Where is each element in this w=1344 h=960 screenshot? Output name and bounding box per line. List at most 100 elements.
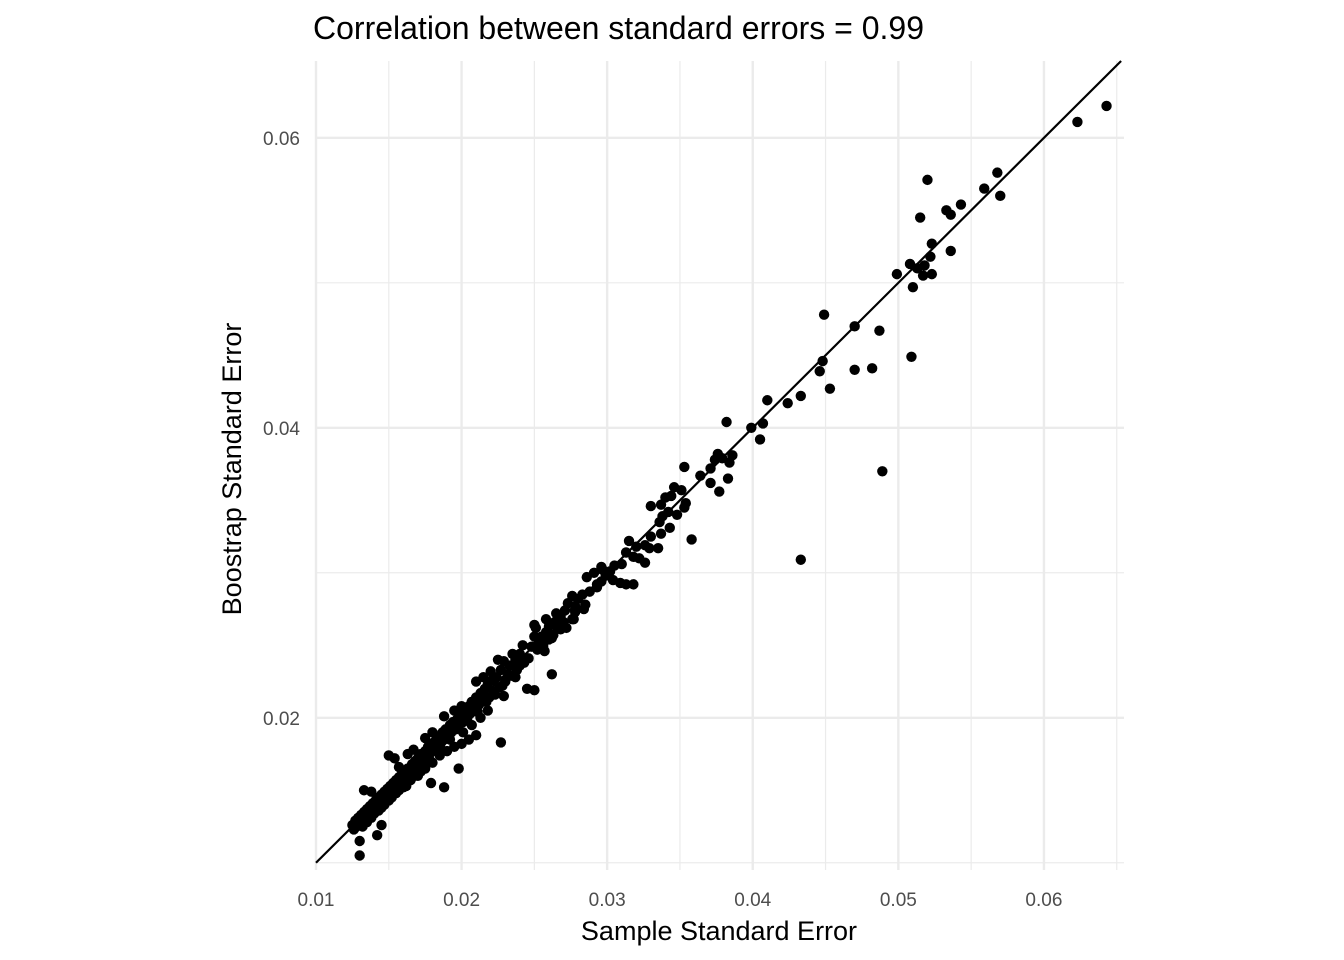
data-point	[578, 603, 590, 615]
data-point	[671, 509, 683, 520]
data-point	[492, 654, 504, 665]
data-point	[529, 685, 540, 696]
data-point	[393, 785, 405, 796]
x-tick-label: 0.03	[589, 890, 626, 911]
data-point	[709, 454, 721, 465]
data-point	[417, 760, 428, 771]
data-point	[655, 528, 667, 539]
data-point	[814, 366, 825, 377]
y-axis-title: Boostrap Standard Error	[217, 323, 247, 616]
data-point	[386, 792, 397, 803]
chart-title: Correlation between standard errors = 0.…	[313, 10, 924, 46]
data-point	[495, 737, 507, 748]
y-tick-label: 0.04	[263, 419, 300, 440]
data-point	[482, 705, 493, 716]
data-point	[453, 763, 464, 774]
data-point	[652, 542, 664, 554]
data-point	[498, 690, 510, 702]
data-point	[371, 830, 383, 841]
data-point	[481, 696, 492, 708]
data-point	[877, 466, 888, 477]
data-point	[433, 747, 444, 758]
data-point	[444, 734, 456, 745]
x-tick-label: 0.01	[298, 890, 335, 911]
data-point	[795, 554, 806, 565]
data-point	[529, 619, 540, 631]
data-point	[366, 786, 377, 797]
data-point	[438, 782, 450, 793]
data-point	[514, 660, 526, 671]
data-point	[409, 770, 421, 781]
data-point	[705, 463, 716, 474]
data-points	[347, 100, 1112, 861]
data-point	[373, 805, 384, 816]
data-point	[795, 390, 806, 402]
grid-lines	[314, 61, 1124, 870]
data-point	[645, 500, 657, 512]
data-point	[945, 209, 956, 220]
data-point	[746, 422, 757, 434]
data-point	[917, 270, 929, 281]
data-point	[354, 850, 365, 861]
data-point	[1072, 116, 1083, 128]
data-point	[376, 819, 387, 831]
data-point	[457, 727, 469, 738]
data-point	[466, 719, 477, 731]
data-point	[907, 281, 919, 293]
data-point	[705, 477, 716, 489]
data-point	[891, 268, 903, 280]
data-point	[623, 535, 635, 547]
data-point	[389, 753, 400, 764]
data-point	[914, 212, 926, 223]
data-point	[995, 190, 1006, 202]
data-point	[754, 434, 766, 445]
data-point	[874, 325, 885, 336]
data-point	[408, 744, 419, 755]
data-point	[555, 624, 566, 635]
data-point	[912, 263, 923, 274]
data-point	[992, 167, 1003, 178]
data-point	[906, 351, 917, 362]
data-point	[664, 522, 675, 534]
data-point	[357, 821, 368, 832]
data-point	[679, 502, 690, 513]
data-point	[478, 671, 489, 683]
data-point	[945, 245, 956, 257]
data-point	[721, 416, 732, 428]
data-point	[354, 835, 365, 847]
data-point	[485, 666, 496, 677]
data-point	[979, 183, 990, 194]
x-axis-ticks: 0.01 0.02 0.03 0.04 0.05 0.06	[298, 890, 1063, 911]
data-point	[631, 541, 642, 552]
data-point	[926, 238, 938, 249]
data-point	[628, 579, 639, 590]
data-point	[724, 457, 735, 468]
data-point	[517, 640, 528, 651]
data-point	[1101, 100, 1112, 112]
data-point	[393, 761, 405, 773]
data-point	[489, 689, 501, 700]
y-axis-ticks: 0.02 0.04 0.06	[263, 129, 300, 730]
data-point	[654, 516, 665, 528]
data-point	[497, 680, 508, 692]
data-point	[507, 648, 518, 660]
data-point	[551, 608, 562, 619]
data-point	[546, 669, 558, 680]
data-point	[679, 461, 690, 473]
data-point	[757, 418, 769, 429]
x-axis-title: Sample Standard Error	[581, 916, 857, 946]
data-point	[505, 670, 517, 681]
data-point	[425, 777, 437, 789]
data-point	[818, 309, 830, 320]
data-point	[849, 364, 860, 376]
data-point	[456, 700, 467, 712]
data-point	[676, 484, 687, 496]
data-point	[817, 355, 828, 367]
data-point	[537, 641, 549, 652]
data-point	[922, 174, 933, 186]
x-tick-label: 0.04	[734, 890, 771, 911]
data-point	[926, 268, 938, 280]
y-tick-label: 0.02	[263, 709, 300, 730]
data-point	[762, 395, 773, 406]
